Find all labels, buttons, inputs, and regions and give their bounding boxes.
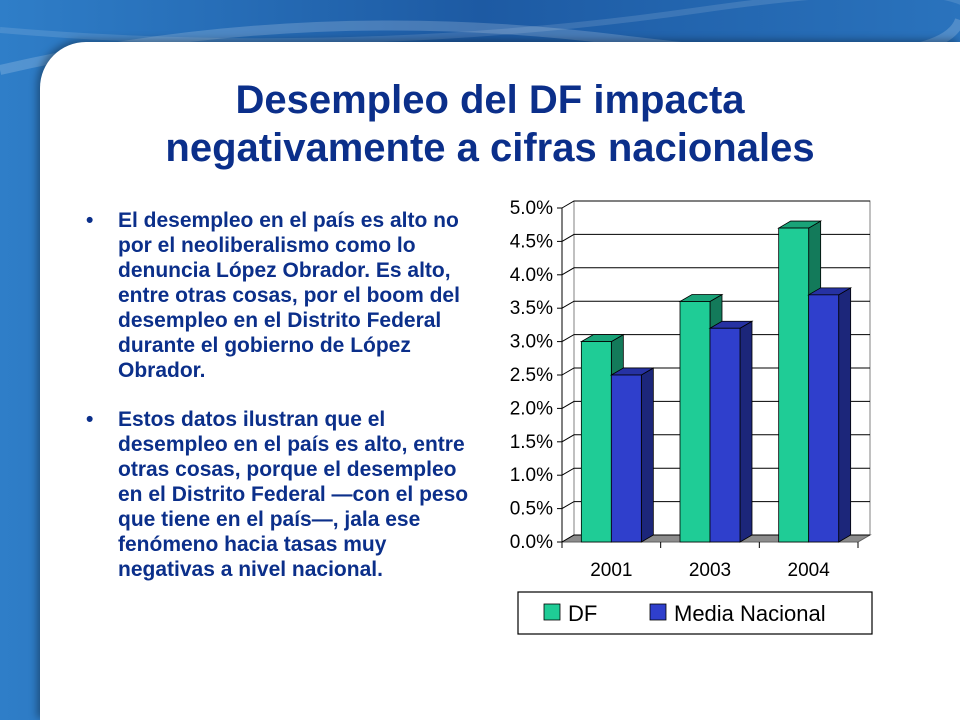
legend-label: Media Nacional	[674, 601, 826, 626]
unemployment-bar-chart: 0.0% 0.5% 1.0% 1.5% 2.0% 2.5% 3.0% 3.5% 4.0% 4.5%…	[510, 198, 873, 635]
bar-side	[838, 287, 852, 543]
bullet-item: • El desempleo en el país es alto no por…	[80, 208, 470, 383]
gridline	[561, 467, 870, 476]
bar-media-nacional-2001	[610, 374, 642, 543]
bar-df-2004	[778, 227, 810, 543]
bullet-list: • El desempleo en el país es alto no por…	[80, 208, 470, 606]
gridline	[561, 300, 870, 309]
x-tick-label: 2001	[590, 560, 632, 581]
legend-label: DF	[568, 601, 597, 626]
x-tick-label: 2003	[689, 560, 731, 581]
slide-title: Desempleo del DF impacta negativamente a…	[60, 76, 920, 172]
chart-legend	[517, 591, 873, 635]
gridline	[561, 534, 870, 543]
y-tick-label: 0.0%	[510, 532, 553, 553]
y-tick-label: 3.5%	[510, 298, 553, 319]
bar-df-2001	[580, 341, 612, 543]
gridline	[561, 501, 870, 510]
y-tick-label: 0.5%	[510, 499, 553, 520]
bar-media-nacional-2003	[709, 327, 741, 543]
gridline	[561, 200, 870, 209]
bar-df-2003	[679, 301, 711, 543]
y-tick-label: 2.0%	[510, 398, 553, 419]
bullet-marker: •	[86, 408, 94, 431]
slide-title-line-1: Desempleo del DF impacta	[235, 78, 745, 122]
legend-swatch	[543, 603, 561, 621]
x-tick-label: 2004	[788, 560, 831, 581]
bar-media-nacional-2004	[808, 294, 840, 543]
y-tick-label: 1.0%	[510, 465, 553, 486]
y-tick-label: 2.5%	[510, 365, 553, 386]
y-tick-label: 3.0%	[510, 332, 553, 353]
legend-swatch	[649, 603, 667, 621]
bar-side	[739, 320, 753, 543]
gridline	[561, 267, 870, 276]
gridline	[561, 334, 870, 343]
bullet-text: Estos datos ilustran que el desempleo en…	[118, 408, 469, 581]
y-tick-label: 1.5%	[510, 432, 553, 453]
gridline	[561, 233, 870, 242]
bullet-item: • Estos datos ilustran que el desempleo …	[80, 407, 470, 582]
bullet-text: El desempleo en el país es alto no por e…	[118, 209, 460, 382]
y-tick-label: 4.5%	[510, 231, 553, 252]
bar-side	[640, 367, 654, 543]
gridline	[561, 367, 870, 376]
gridline	[561, 400, 870, 409]
bullet-marker: •	[86, 209, 94, 232]
slide-title-line-2: negativamente a cifras nacionales	[165, 126, 815, 170]
y-tick-label: 4.0%	[510, 265, 553, 286]
y-tick-label: 5.0%	[510, 198, 553, 219]
gridline	[561, 434, 870, 443]
